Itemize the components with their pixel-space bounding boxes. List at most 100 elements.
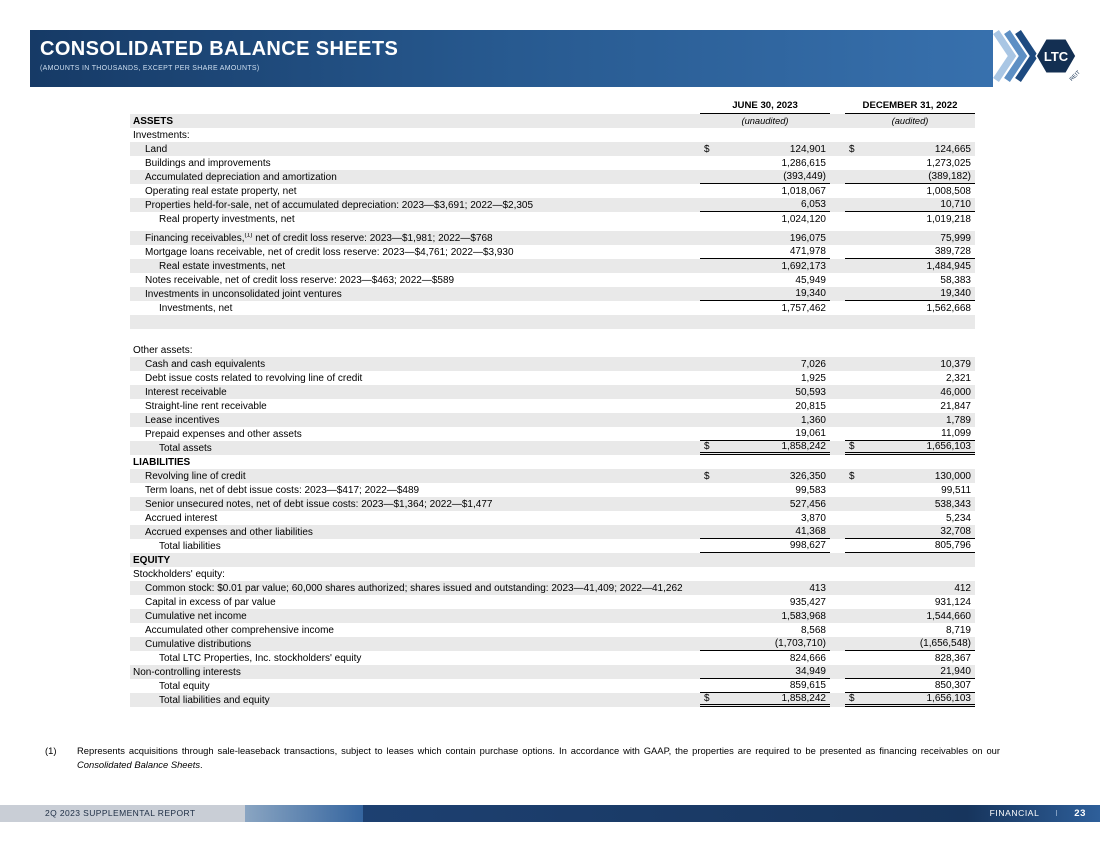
row-label: Financing receivables,(1) net of credit … [145, 232, 493, 244]
value-cell: 46,000 [845, 385, 975, 399]
table-row: Accrued expenses and other liabilities 41… [130, 525, 975, 539]
dollar-sign: $ [704, 441, 710, 452]
footnote-reference: (1) [244, 232, 253, 239]
column-header-date: JUNE 30, 2023 [700, 100, 830, 114]
table-row: Non-controlling interests 34,949 21,940 [130, 665, 975, 679]
dollar-sign: $ [849, 441, 855, 452]
cell-value: 1,360 [800, 414, 826, 426]
cell-value: (389,182) [928, 171, 971, 182]
value-cell: 1,562,668 [845, 301, 975, 315]
row-label: Total LTC Properties, Inc. stockholders'… [159, 652, 362, 664]
row-label: Cumulative distributions [145, 638, 252, 650]
cell-value: 41,368 [795, 526, 826, 537]
table-row: Mortgage loans receivable, net of credit… [130, 245, 975, 259]
value-cell: 21,940 [845, 665, 975, 679]
value-cell: $130,000 [845, 469, 975, 483]
value-cell [700, 329, 830, 343]
cell-value: 3,870 [800, 512, 826, 524]
table-row: Properties held-for-sale, net of accumul… [130, 198, 975, 212]
row-label: Real estate investments, net [159, 260, 286, 272]
table-row: Real property investments, net 1,024,120 1… [130, 212, 975, 226]
footnote-period: . [200, 759, 203, 771]
value-cell: (1,703,710) [700, 637, 830, 651]
value-cell [700, 343, 830, 357]
footer-divider: I [1055, 809, 1059, 818]
ltc-logo-text: LTC [1044, 49, 1069, 64]
value-cell: $326,350 [700, 469, 830, 483]
header-spacer [130, 100, 685, 114]
value-cell: 32,708 [845, 525, 975, 539]
row-label: Investments, net [159, 302, 233, 314]
ltc-logo: LTC REIT [993, 28, 1087, 88]
column-header-date: DECEMBER 31, 2022 [845, 100, 975, 114]
ltc-logo-reit-text: REIT [1069, 69, 1083, 83]
cell-value: 538,343 [934, 498, 971, 510]
row-label: Other assets: [133, 344, 193, 356]
dollar-sign: $ [849, 470, 855, 482]
value-cell: (unaudited) [700, 114, 830, 128]
cell-value: 850,307 [934, 680, 971, 691]
cell-value: 5,234 [945, 512, 971, 524]
table-row: Notes receivable, net of credit loss res… [130, 273, 975, 287]
table-row: Investments, net 1,757,462 1,562,668 [130, 301, 975, 315]
row-label: Debt issue costs related to revolving li… [145, 372, 363, 384]
row-label: Capital in excess of par value [145, 596, 276, 608]
value-cell: 935,427 [700, 595, 830, 609]
table-row: Accrued interest 3,870 5,234 [130, 511, 975, 525]
value-cell [845, 343, 975, 357]
cell-value: 1,562,668 [926, 302, 972, 314]
footer-right: FINANCIAL I 23 [990, 805, 1086, 822]
cell-value: 389,728 [934, 246, 971, 257]
cell-value: 34,949 [795, 666, 826, 677]
table-row: Real estate investments, net 1,692,173 1,4… [130, 259, 975, 273]
cell-value: 1,024,120 [781, 213, 827, 225]
table-row: Investments in unconsolidated joint vent… [130, 287, 975, 301]
cell-value: 527,456 [789, 498, 826, 510]
value-cell: 859,615 [700, 679, 830, 693]
value-cell: 19,061 [700, 427, 830, 441]
table-row: Lease incentives 1,360 1,789 [130, 413, 975, 427]
row-label: Total equity [159, 680, 210, 692]
cell-value: 413 [809, 582, 826, 594]
value-cell: 50,593 [700, 385, 830, 399]
row-label: Accrued interest [145, 512, 218, 524]
table-row: Total liabilities 998,627 805,796 [130, 539, 975, 553]
value-cell [700, 553, 830, 567]
value-cell: 41,368 [700, 525, 830, 539]
value-cell: 412 [845, 581, 975, 595]
cell-value: 8,719 [945, 624, 971, 636]
table-row: Accumulated other comprehensive income 8,… [130, 623, 975, 637]
row-label: Buildings and improvements [145, 157, 271, 169]
footer-segment-gray [0, 805, 245, 822]
cell-value: 859,615 [789, 680, 826, 691]
column-header-june-2023: JUNE 30, 2023 [700, 100, 830, 114]
value-cell [845, 455, 975, 469]
value-cell: 10,379 [845, 357, 975, 371]
value-cell [845, 329, 975, 343]
cell-value: 58,383 [940, 274, 971, 286]
row-label: Common stock: $0.01 par value; 60,000 sh… [145, 582, 683, 594]
cell-value: 1,789 [945, 414, 971, 426]
row-label: Non-controlling interests [133, 666, 241, 678]
cell-value: 124,901 [789, 143, 826, 155]
cell-value: 1,544,660 [926, 610, 972, 622]
row-label: Lease incentives [145, 414, 220, 426]
table-row: Stockholders' equity: [130, 567, 975, 581]
footnote-body: Represents acquisitions through sale-lea… [77, 745, 1000, 756]
value-cell [700, 567, 830, 581]
value-cell: 196,075 [700, 231, 830, 245]
value-cell: 1,789 [845, 413, 975, 427]
value-cell: 1,360 [700, 413, 830, 427]
value-cell: $1,858,242 [700, 441, 830, 455]
cell-value: 21,940 [940, 666, 971, 677]
cell-value: 99,511 [941, 484, 971, 496]
cell-value: 46,000 [940, 386, 971, 398]
value-cell: 527,456 [700, 497, 830, 511]
cell-value: 19,340 [940, 288, 971, 299]
value-cell: 34,949 [700, 665, 830, 679]
cell-value: 45,949 [795, 274, 826, 286]
row-label: Cash and cash equivalents [145, 358, 266, 370]
value-cell [700, 315, 830, 329]
value-cell: 824,666 [700, 651, 830, 665]
